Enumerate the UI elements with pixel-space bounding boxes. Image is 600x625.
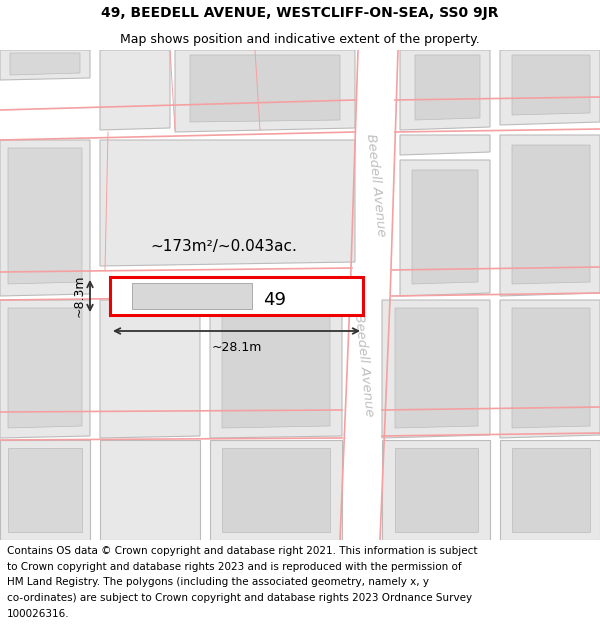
Text: ~173m²/~0.043ac.: ~173m²/~0.043ac. [151,239,297,254]
Polygon shape [412,170,478,284]
Polygon shape [400,160,490,296]
Polygon shape [8,308,82,428]
Polygon shape [512,448,590,532]
Text: Beedell Avenue: Beedell Avenue [352,313,376,417]
Polygon shape [500,50,600,125]
Polygon shape [500,135,600,296]
Text: Beedell Avenue: Beedell Avenue [364,133,388,237]
Text: 49: 49 [263,291,286,309]
Polygon shape [500,300,600,438]
Polygon shape [382,300,490,438]
Polygon shape [210,440,342,540]
Polygon shape [512,55,590,115]
Polygon shape [222,308,330,428]
Polygon shape [0,300,90,438]
Text: 100026316.: 100026316. [7,609,70,619]
Text: ~28.1m: ~28.1m [211,341,262,354]
Polygon shape [222,448,330,532]
Polygon shape [190,55,340,122]
Polygon shape [415,55,480,120]
Polygon shape [0,50,90,80]
Polygon shape [100,300,200,438]
Polygon shape [110,277,363,315]
Text: Contains OS data © Crown copyright and database right 2021. This information is : Contains OS data © Crown copyright and d… [7,546,478,556]
Polygon shape [0,140,90,296]
Polygon shape [395,308,478,428]
Polygon shape [512,145,590,284]
Polygon shape [395,448,478,532]
Polygon shape [8,448,82,532]
Polygon shape [400,50,490,130]
Text: 49, BEEDELL AVENUE, WESTCLIFF-ON-SEA, SS0 9JR: 49, BEEDELL AVENUE, WESTCLIFF-ON-SEA, SS… [101,6,499,19]
Polygon shape [132,283,252,309]
Polygon shape [10,53,80,75]
Polygon shape [100,50,170,130]
Polygon shape [382,440,490,540]
Polygon shape [500,440,600,540]
Polygon shape [512,308,590,428]
Polygon shape [210,300,342,438]
Text: HM Land Registry. The polygons (including the associated geometry, namely x, y: HM Land Registry. The polygons (includin… [7,578,429,587]
Text: ~8.3m: ~8.3m [73,275,86,318]
Text: Map shows position and indicative extent of the property.: Map shows position and indicative extent… [120,32,480,46]
Polygon shape [100,140,355,266]
Polygon shape [175,50,355,132]
Polygon shape [100,440,200,540]
Text: to Crown copyright and database rights 2023 and is reproduced with the permissio: to Crown copyright and database rights 2… [7,562,462,572]
Polygon shape [8,148,82,284]
Text: co-ordinates) are subject to Crown copyright and database rights 2023 Ordnance S: co-ordinates) are subject to Crown copyr… [7,593,472,603]
Polygon shape [400,135,490,155]
Polygon shape [0,440,90,540]
